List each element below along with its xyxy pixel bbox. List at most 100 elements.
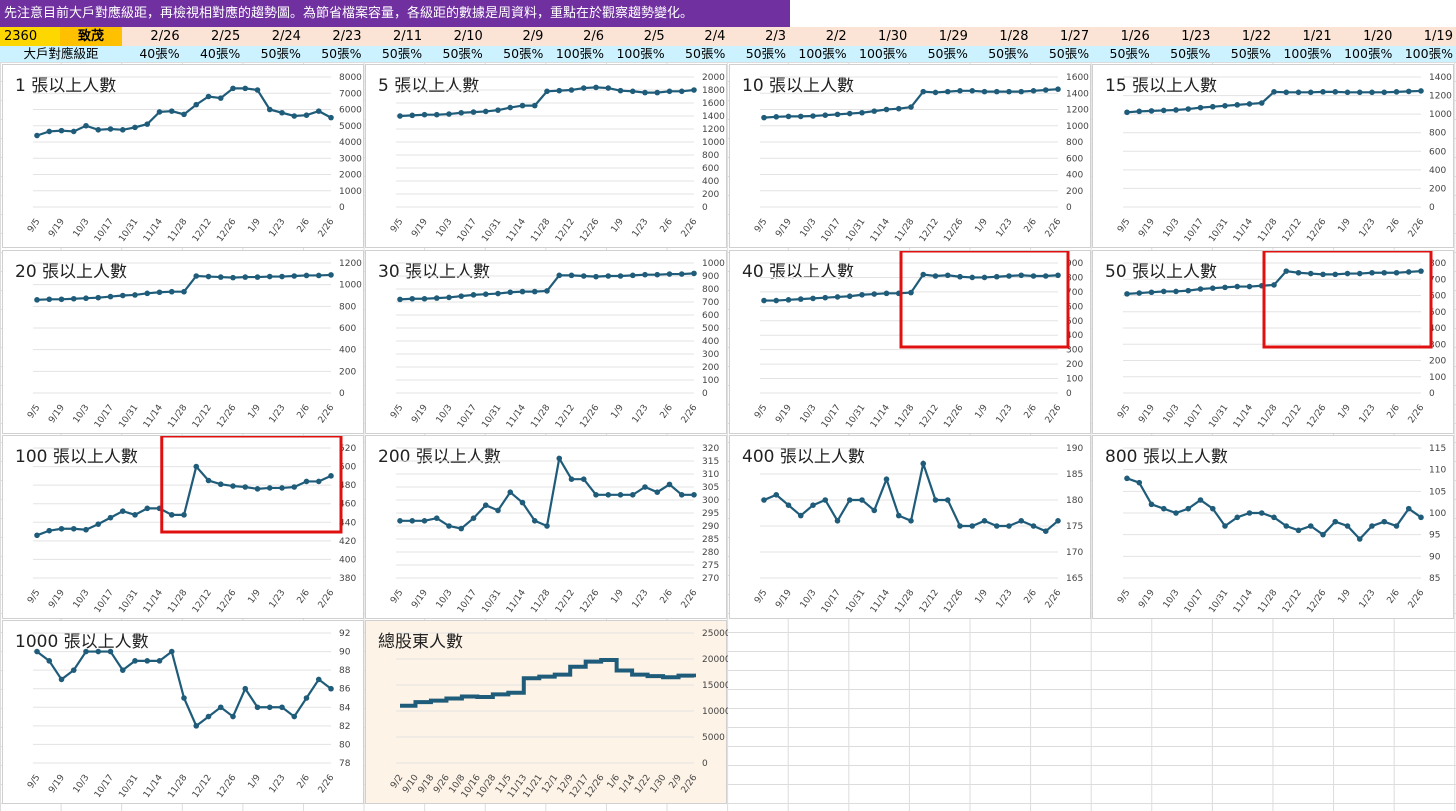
chart-panel[interactable]: 20 張以上人數 0 200 400 600 800 1000 1200 9/5 9/19 10/3… [2,250,364,434]
date-cell[interactable]: 2/25 [211,29,241,44]
data-point [181,512,187,518]
data-point [446,294,452,301]
date-cell[interactable]: 1/19 [1423,29,1453,44]
level-cell[interactable]: 50張% [442,46,483,61]
level-cell[interactable]: 100張% [1404,46,1453,61]
data-point [119,508,126,514]
level-cell[interactable]: 50張% [685,46,726,61]
data-point [507,489,514,495]
chart-panel[interactable]: 40 張以上人數 0 100 200 300 400 500 600 700 800 900 9/5 9… [729,250,1091,434]
data-point [1405,505,1412,512]
data-point [957,88,963,94]
data-point [144,505,151,512]
chart-panel[interactable]: 1 張以上人數 0 1000 2000 3000 4000 5000 6000 7000 8000… [2,64,364,248]
level-cell[interactable]: 100張% [1283,46,1332,61]
date-cell[interactable]: 2/11 [392,29,423,44]
chart-panel[interactable]: 15 張以上人數 0 200 400 600 800 1000 1200 1400 9/5 9/19… [1092,64,1454,248]
level-cell[interactable]: 50張% [927,46,968,61]
data-point [1042,87,1049,93]
stock-code-cell[interactable]: 2360 [0,27,60,46]
chart-panel[interactable]: 800 張以上人數 85 90 95 100 105 110 115 9/5 9/19 10/3 10… [1092,435,1454,619]
stock-name-cell[interactable]: 致茂 [60,27,122,46]
date-cell[interactable]: 2/23 [332,29,362,44]
chart-panel[interactable]: 100 張以上人數 380 400 420 440 460 480 500 520 9/5 9/19… [2,435,364,619]
data-point [932,273,939,279]
y-tick-label: 380 [339,574,356,584]
chart-panel[interactable]: 總股東人數 0 5000 10000 15000 20000 25000 9/2 9/10 9/1… [365,620,728,804]
x-tick-label: 12/12 [918,217,941,244]
level-cell[interactable]: 50張% [1230,46,1272,61]
level-cell[interactable]: 50張% [1170,46,1211,61]
date-cell[interactable]: 2/10 [453,29,483,44]
chart-panel[interactable]: 1000 張以上人數 78 80 82 84 86 88 90 92 9/5 9/19 10/3 10/… [2,620,364,804]
y-tick-label: 100 [1429,509,1446,519]
level-cell[interactable]: 100張% [555,46,605,61]
level-cell[interactable]: 50張% [988,46,1029,61]
level-cell[interactable]: 50張% [503,46,544,61]
chart-panel[interactable]: 400 張以上人數 165 170 175 180 185 190 9/5 9/19 10/3 10… [729,435,1091,619]
x-tick-label: 10/17 [820,403,843,430]
x-tick-label: 9/19 [47,403,67,426]
data-point [1124,291,1130,297]
date-cell[interactable]: 2/6 [583,29,605,44]
date-cell[interactable]: 1/20 [1363,29,1393,44]
level-cell[interactable]: 40張% [199,46,241,61]
data-point [315,478,322,485]
date-cell[interactable]: 1/28 [999,29,1029,44]
chart-panel[interactable]: 200 張以上人數 270 275 280 285 290 295 300 305 310 315 3… [365,435,727,619]
level-cell[interactable]: 50張% [745,46,786,61]
chart-panel[interactable]: 30 張以上人數 0 100 200 300 400 500 600 700 800 900 1000… [365,250,727,434]
date-cell[interactable]: 2/24 [271,29,301,44]
date-cell[interactable]: 2/5 [643,29,665,44]
data-point [969,88,976,94]
y-tick-label: 400 [702,177,719,187]
x-tick-label: 9/19 [410,588,430,611]
x-tick-label: 2/6 [1385,588,1402,606]
data-point [83,648,89,655]
chart-panel[interactable]: 50 張以上人數 0 100 200 300 400 500 600 700 800 9/5 9/19… [1092,250,1454,434]
level-cell[interactable]: 100張% [859,46,908,61]
data-point [1332,271,1339,278]
date-cell[interactable]: 1/23 [1181,29,1211,44]
level-cell[interactable]: 50張% [321,46,362,61]
date-cell[interactable]: 1/21 [1302,29,1332,44]
date-cell[interactable]: 2/3 [765,29,786,44]
chart-panel[interactable]: 10 張以上人數 0 200 400 600 800 1000 1200 1400 1600 9/5… [729,64,1091,248]
chart-panel[interactable]: 5 張以上人數 0 200 400 600 800 1000 1200 1400 1600 1800… [365,64,727,248]
data-point [797,512,804,519]
level-cell[interactable]: 50張% [1109,46,1150,61]
data-point [193,273,200,279]
data-point [242,685,249,692]
x-tick-label: 10/17 [93,588,116,615]
data-point [871,291,878,297]
level-cell[interactable]: 100張% [616,46,665,61]
x-tick-label: 10/31 [844,217,867,244]
date-cell[interactable]: 2/2 [825,29,847,44]
date-cell[interactable]: 1/29 [938,29,968,44]
level-cell[interactable]: 50張% [1048,46,1090,61]
x-tick-label: 9/10 [401,773,421,796]
level-cell[interactable]: 50張% [381,46,423,61]
x-tick-label: 1/23 [995,217,1015,239]
series-line [399,272,695,301]
date-cell[interactable]: 1/22 [1241,29,1272,44]
y-tick-label: 1000 [702,138,725,148]
level-cell[interactable]: 50張% [260,46,301,61]
x-tick-label: 12/12 [918,403,941,430]
y-tick-label: 480 [339,481,356,491]
date-cell[interactable]: 1/27 [1059,29,1090,44]
data-point [409,518,416,524]
x-tick-label: 1/9 [1336,403,1353,421]
date-cell[interactable]: 1/26 [1120,29,1150,44]
date-cell[interactable]: 2/26 [150,29,180,44]
date-cell[interactable]: 1/30 [878,29,908,44]
level-cell[interactable]: 100張% [1344,46,1393,61]
data-point [482,108,489,115]
y-tick-label: 0 [702,203,708,213]
date-cell[interactable]: 2/9 [522,29,544,44]
level-cell[interactable]: 100張% [798,46,847,61]
x-tick-label: 10/31 [117,773,140,800]
level-cell[interactable]: 40張% [139,46,180,61]
data-point [1006,273,1012,279]
date-cell[interactable]: 2/4 [704,29,726,44]
